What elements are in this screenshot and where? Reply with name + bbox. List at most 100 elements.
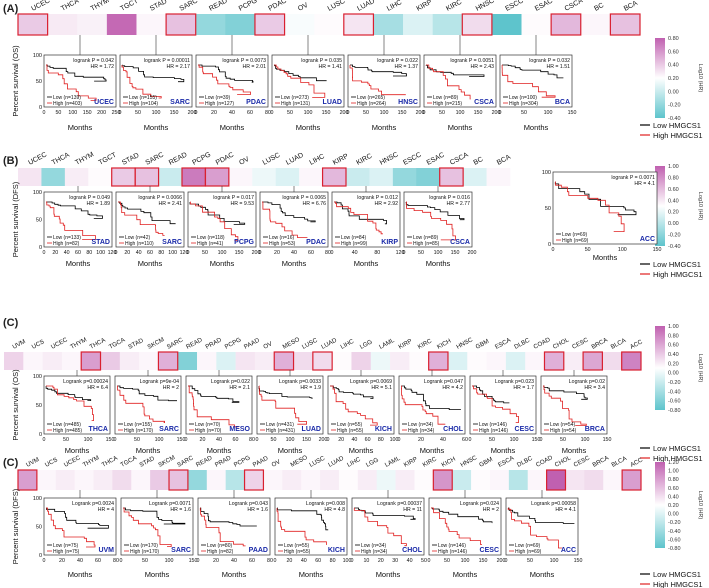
x-tick: 20 bbox=[378, 558, 384, 564]
x-axis-label: Months bbox=[66, 259, 91, 268]
logrank-stat: Logrank p=0.023 bbox=[495, 379, 534, 385]
x-tick: 0 bbox=[43, 110, 46, 116]
high-curve bbox=[507, 507, 562, 549]
plot-frame bbox=[274, 497, 348, 556]
heat-cell bbox=[338, 470, 359, 490]
heat-cell bbox=[206, 470, 226, 490]
heat-cell bbox=[18, 470, 38, 490]
highlight-box bbox=[543, 351, 565, 371]
plot-frame bbox=[120, 497, 194, 556]
low-count: Low (n=34) bbox=[361, 543, 386, 549]
x-tick: 150 bbox=[106, 437, 115, 443]
high-curve bbox=[401, 385, 446, 425]
x-tick: 150 bbox=[398, 110, 407, 116]
high-curve bbox=[190, 201, 239, 241]
high-curve bbox=[262, 201, 308, 238]
x-axis-label: Months bbox=[376, 570, 401, 579]
logrank-stat: Logrank p=0.00024 bbox=[63, 379, 108, 385]
hazard-ratio: HR = 1.9 bbox=[300, 385, 321, 391]
x-tick: 50 bbox=[134, 437, 140, 443]
plot-frame bbox=[423, 54, 497, 108]
low-curve bbox=[258, 386, 313, 399]
cancer-label: THCA bbox=[101, 454, 120, 468]
hazard-ratio: HR = 1.41 bbox=[318, 64, 342, 70]
x-tick: 60 bbox=[233, 437, 239, 443]
heat-cell bbox=[282, 470, 302, 490]
scale-tick: 0.80 bbox=[668, 36, 679, 42]
cancer-name: UCEC bbox=[94, 99, 114, 106]
y-axis-label: Percent survival (OS) bbox=[11, 369, 20, 441]
low-curve bbox=[350, 64, 407, 77]
x-tick: 40 bbox=[231, 558, 237, 564]
cancer-label: THYM bbox=[69, 336, 88, 350]
cancer-label: HNSC bbox=[475, 0, 496, 13]
cancer-label: UVM bbox=[25, 456, 40, 469]
low-count: Low (n=170) bbox=[130, 543, 158, 549]
logrank-stat: logrank P = 0.042 bbox=[73, 58, 114, 64]
heat-cell bbox=[390, 352, 410, 370]
highlight-box bbox=[168, 469, 189, 491]
y-axis-label: Percent survival (DFS) bbox=[11, 181, 20, 257]
highlight-box bbox=[582, 351, 603, 371]
x-tick: 50 bbox=[55, 110, 61, 116]
heat-cell bbox=[409, 352, 429, 370]
scale-tick: -0.20 bbox=[668, 233, 681, 239]
x-tick: 0 bbox=[347, 110, 350, 116]
scale-tick: 0.40 bbox=[668, 198, 679, 204]
low-count: Low (n=431) bbox=[266, 422, 294, 428]
high-curve bbox=[46, 64, 97, 101]
heat-cell bbox=[505, 352, 526, 370]
scale-tick: -0.60 bbox=[668, 399, 681, 405]
x-tick: 100 bbox=[434, 250, 443, 256]
x-tick: 150 bbox=[479, 558, 488, 564]
low-curve bbox=[262, 201, 316, 223]
low-count: Low (n=70) bbox=[195, 422, 220, 428]
cancer-label: BCA bbox=[623, 0, 639, 13]
cancer-label: TGCA bbox=[119, 454, 138, 469]
cancer-label: PCPG bbox=[224, 336, 243, 351]
cancer-label: THCA bbox=[51, 151, 71, 166]
logrank-stat: Logrank p=0.0033 bbox=[279, 379, 321, 385]
scale-tick: -0.20 bbox=[668, 103, 681, 109]
highlight-box bbox=[621, 351, 642, 371]
low-curve bbox=[121, 64, 185, 83]
x-tick: 20 bbox=[211, 110, 217, 116]
low-curve bbox=[200, 507, 257, 527]
low-count: Low (n=89) bbox=[433, 95, 458, 101]
heat-cell bbox=[376, 470, 396, 490]
high-count: High (n=99) bbox=[341, 241, 368, 247]
color-scale: 1.00 0.80 0.60 0.40 0.20 0.00 -0.20 -0.40 -0.60 -… bbox=[655, 324, 703, 414]
x-axis-label: Months bbox=[491, 446, 516, 455]
high-curve bbox=[426, 64, 471, 100]
cancer-label: READ bbox=[168, 151, 188, 166]
x-axis-label: Months bbox=[68, 570, 93, 579]
x-axis-label: Months bbox=[372, 123, 397, 132]
cancer-label: THYM bbox=[90, 0, 111, 13]
x-tick: 40 bbox=[440, 437, 446, 443]
heat-cell bbox=[603, 470, 623, 490]
heat-cell bbox=[370, 352, 391, 370]
heat-cell bbox=[299, 168, 323, 186]
heat-cell bbox=[373, 14, 404, 35]
cancer-label: HNSC bbox=[459, 454, 478, 469]
x-tick: 50 bbox=[63, 437, 69, 443]
hazard-ratio: HR = 2 bbox=[483, 507, 499, 513]
heat-cell bbox=[471, 470, 491, 490]
cancer-label: LUSC bbox=[301, 337, 319, 351]
high-curve bbox=[199, 507, 246, 547]
high-count: High (n=431) bbox=[266, 428, 295, 434]
cancer-name: PAAD bbox=[249, 547, 268, 554]
heat-cell bbox=[322, 168, 347, 186]
cancer-label: STAD bbox=[121, 152, 140, 167]
cancer-label: BCA bbox=[496, 154, 512, 167]
x-tick: 50 bbox=[521, 110, 527, 116]
heat-cell bbox=[111, 168, 136, 186]
logrank-stat: logrank P = 0.0065 bbox=[282, 195, 326, 201]
x-tick: 0 bbox=[120, 558, 123, 564]
panel-letter: (C) bbox=[3, 457, 19, 469]
x-tick: 200 bbox=[97, 110, 106, 116]
scale-tick: -0.40 bbox=[668, 116, 681, 122]
